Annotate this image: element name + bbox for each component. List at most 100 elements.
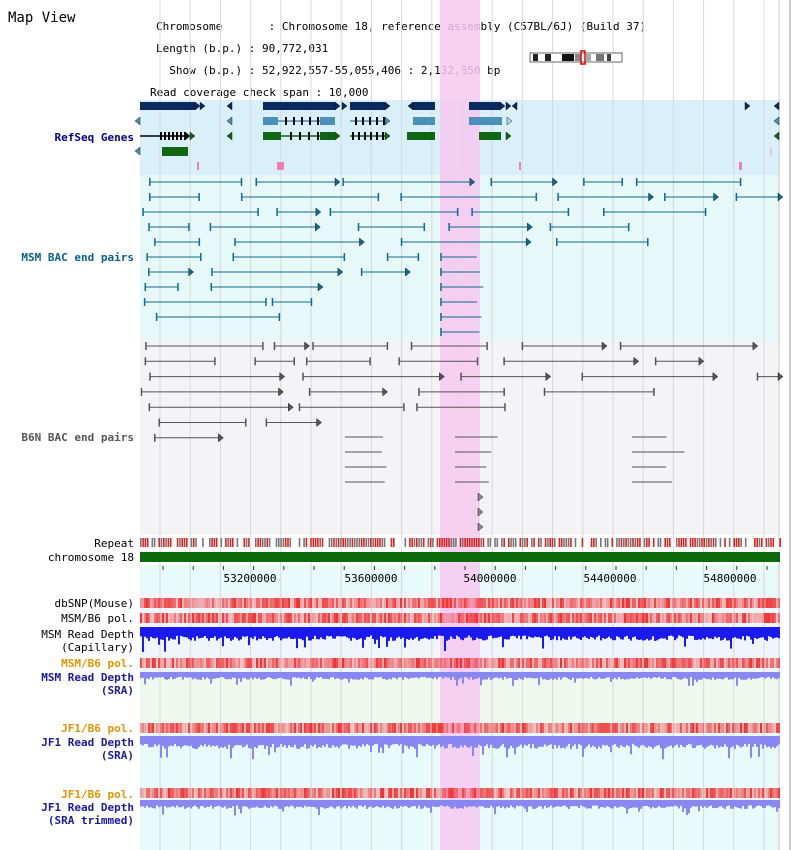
jf1-read-depth-bar (706, 736, 708, 747)
msm-bac-label[interactable]: MSM BAC end pairs (21, 251, 134, 264)
jf1-b6-pol-trimmed-density (722, 788, 724, 798)
jf1-b6-pol-trimmed-density (338, 788, 340, 798)
jf1-b6-pol-trimmed-density (698, 788, 700, 798)
jf1-b6-pol-trimmed-density (580, 788, 582, 798)
jf1-read-depth-trimmed-bar (458, 800, 460, 809)
repeat-mark (765, 538, 768, 547)
dbsnp-density (390, 598, 392, 608)
msm-read-depth-bar (574, 627, 576, 637)
jf1-b6-pol-density (460, 723, 462, 733)
jf1-b6-pol-density (206, 723, 208, 733)
msm-b6-pol-sra-density (154, 658, 156, 668)
jf1-b6-pol-trimmed-density (704, 788, 706, 798)
repeat-mark (761, 538, 763, 547)
msm-bac-pair-arrow (315, 207, 322, 217)
msm-read-depth-sra-bar (368, 672, 370, 680)
msm-b6-pol-sra-density (554, 658, 556, 668)
jf1-b6-pol-trimmed-density (330, 788, 332, 798)
jf1-read-depth-bar (292, 736, 294, 748)
msm-b6-pol-sra-density (508, 658, 510, 668)
jf1-read-depth-trimmed-bar (324, 800, 326, 809)
repeat-mark (659, 538, 662, 547)
repeat-mark (250, 538, 252, 547)
jf1-read-depth-trimmed-bar (480, 800, 482, 807)
jf1-b6-pol-trimmed-density (242, 788, 244, 798)
dbsnp-density (482, 598, 484, 608)
jf1-b6-pol-trimmed-density (268, 788, 270, 798)
jf1-b6-pol-density (764, 723, 766, 733)
msm-b6-pol-density (542, 613, 544, 623)
msm-read-depth-sra-bar (552, 672, 554, 680)
msm-b6-pol-density (446, 613, 448, 623)
jf1-b6-pol-density (708, 723, 710, 733)
jf1-read-depth-trimmed-bar (562, 800, 564, 806)
b6n-bac-label[interactable]: B6N BAC end pairs (21, 431, 134, 444)
msm-b6-pol-density (212, 613, 214, 623)
msm-b6-pol-sra-density (722, 658, 724, 668)
msm-b6-pol-sra-density (688, 658, 690, 668)
msm-b6-pol-sra-density (174, 658, 176, 668)
jf1-b6-pol-trimmed-density (516, 788, 518, 798)
repeat-mark (381, 538, 384, 547)
msm-b6-pol-sra-density (614, 658, 616, 668)
msm-b6-pol-density (592, 613, 594, 623)
jf1-read-depth-trimmed-bar (752, 800, 754, 809)
msm-read-depth-bar (502, 627, 504, 648)
jf1-read-depth-bar (272, 736, 274, 744)
dbsnp-density (438, 598, 440, 608)
msm-read-depth-sra-bar (254, 672, 256, 678)
jf1-b6-pol-density (298, 723, 300, 733)
msm-b6-pol-density (732, 613, 734, 623)
jf1-b6-pol-density (336, 723, 338, 733)
jf1-read-depth-trimmed-bar (582, 800, 584, 807)
jf1-b6-pol-trimmed-density (770, 788, 772, 798)
refseq-genes-label[interactable]: RefSeq Genes (54, 131, 134, 144)
jf1-read-depth-bar (620, 736, 622, 746)
jf1-b6-pol-trimmed-density (724, 788, 726, 798)
jf1-read-depth-trimmed-bar (636, 800, 638, 808)
jf1-read-depth-trimmed-bar (278, 800, 280, 809)
jf1-read-depth-bar (356, 736, 358, 749)
jf1-b6-pol-density (204, 723, 206, 733)
jf1-b6-pol-density (476, 723, 478, 733)
msm-read-depth-bar (254, 627, 256, 637)
msm-read-depth-bar (286, 627, 288, 639)
msm-b6-pol-density (550, 613, 552, 623)
msm-read-depth-sra-bar (434, 672, 436, 678)
jf1-read-depth-bar (704, 736, 706, 749)
msm-read-depth-sra-bar (514, 672, 516, 680)
jf1-b6-pol-density (150, 723, 152, 733)
msm-read-depth-sra-bar (154, 672, 156, 678)
dbsnp-density (720, 598, 722, 608)
jf1-read-depth-bar (152, 736, 154, 747)
jf1-b6-pol-trimmed-density (206, 788, 208, 798)
dbsnp-density (744, 598, 746, 608)
msm-b6-pol-sra-density (294, 658, 296, 668)
msm-read-depth-bar (236, 627, 238, 639)
dbsnp-density (554, 598, 556, 608)
jf1-b6-pol-density (686, 723, 688, 733)
jf1-b6-pol-density (762, 723, 764, 733)
jf1-read-depth-bar (520, 736, 522, 745)
jf1-read-depth-bar (424, 736, 426, 747)
jf1-b6-pol-trimmed-density (212, 788, 214, 798)
repeat-mark (317, 538, 319, 547)
msm-read-depth-bar (518, 627, 520, 636)
jf1-read-depth-trimmed-bar (290, 800, 292, 806)
msm-b6-pol-density (700, 613, 702, 623)
msm-read-depth-sra-bar (268, 672, 270, 678)
jf1-b6-pol-density (146, 723, 148, 733)
msm-b6-pol-sra-density (382, 658, 384, 668)
msm-b6-pol-sra-density (498, 658, 500, 668)
msm-b6-pol-sra-density (176, 658, 178, 668)
jf1-b6-pol-trimmed-density (480, 788, 482, 798)
msm-b6-pol-sra-density (502, 658, 504, 668)
msm-read-depth-sra-bar (380, 672, 382, 677)
jf1-read-depth-trimmed-bar (628, 800, 630, 809)
msm-b6-pol-density (264, 613, 266, 623)
msm-read-depth-sra-bar (326, 672, 328, 680)
jf1-read-depth-bar (194, 736, 196, 749)
jf1-b6-pol-density (458, 723, 460, 733)
jf1-b6-pol-trimmed-density (486, 788, 488, 798)
